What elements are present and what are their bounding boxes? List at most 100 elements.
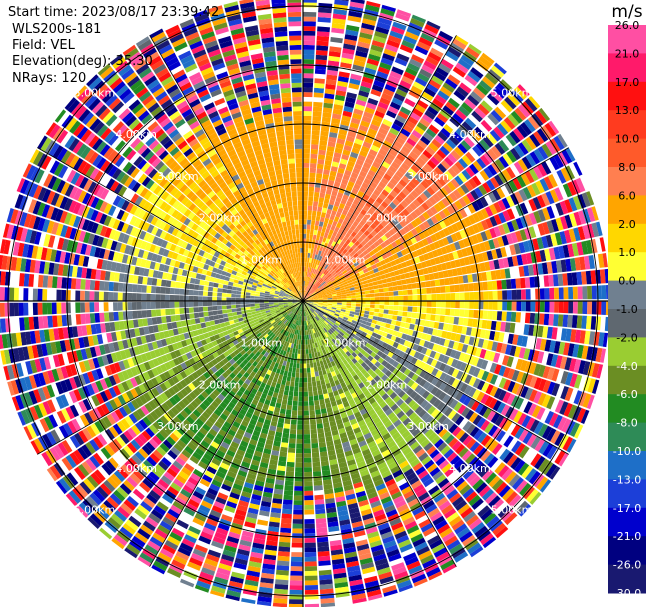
radar-gate [346,267,352,272]
radar-gate [294,481,303,487]
radar-gate [347,196,355,203]
radar-gate [315,259,319,265]
radar-gate [308,272,311,277]
radar-gate [440,58,454,70]
radar-gate [569,213,578,227]
radar-gate [323,284,329,289]
radar-gate [282,394,288,401]
radar-gate [303,172,309,178]
radar-gate [409,133,420,143]
radar-gate [340,289,346,293]
radar-gate [480,231,488,242]
radar-gate [377,266,384,272]
radar-gate [363,259,370,265]
radar-gate [458,275,464,284]
radar-gate [385,205,394,213]
radar-gate [336,256,342,262]
radar-gate [510,147,521,161]
radar-gate [306,286,309,292]
radar-gate [331,22,345,30]
radar-gate [491,249,498,260]
radar-gate [304,537,316,543]
radar-gate [372,316,378,321]
radar-gate [382,53,395,62]
radar-gate [303,68,314,74]
radar-gate [315,513,326,519]
radar-gate [336,292,342,296]
radar-gate [362,249,369,256]
radar-gate [363,161,372,170]
radar-gate [276,560,290,567]
radar-gate [392,265,399,271]
radar-gate [328,274,334,280]
radar-gate [470,130,482,142]
radar-gate [305,286,307,291]
radar-gate [337,302,342,305]
radar-gate [403,217,411,225]
radar-gate [470,91,483,103]
radar-gate [368,311,375,316]
radar-gate [367,208,375,216]
radar-gate [320,231,325,237]
radar-gate [536,237,544,250]
radar-gate [488,239,496,250]
radar-gate [375,261,382,268]
radar-gate [346,303,352,306]
radar-gate [330,235,336,241]
radar-gate [321,207,328,214]
radar-gate [289,580,303,586]
radar-gate [303,106,312,112]
radar-gate [462,275,469,284]
radar-gate [549,156,560,171]
radar-gate [383,216,392,224]
radar-gate [526,184,537,198]
radar-gate [334,287,340,291]
radar-gate [546,220,555,234]
radar-gate [340,213,346,220]
radar-gate [292,348,296,354]
radar-gate [437,163,447,173]
radar-gate [313,297,318,299]
radar-gate [312,386,318,392]
radar-gate [352,199,360,206]
radar-gate [325,83,336,90]
radar-gate [345,290,351,294]
radar-gate [346,92,357,99]
radar-gate [425,280,431,288]
radar-gate [386,318,392,324]
radar-gate [535,180,545,194]
radar-gate [355,295,361,298]
radar-gate [297,349,301,354]
radar-gate [443,254,450,262]
radar-gate [490,89,503,102]
radar-gate [371,119,382,127]
radar-gate [349,284,355,289]
radar-gate [354,289,361,293]
radar-gate [473,282,479,291]
radar-gate [494,142,506,155]
radar-gate [318,226,323,232]
radar-gate [375,26,390,35]
radar-gate [352,64,365,72]
radar-gate [374,297,380,301]
radar-gate [486,250,494,261]
radar-gate [311,443,319,449]
radar-gate [337,244,343,251]
radar-gate [447,46,462,58]
radar-gate [363,230,371,237]
radar-gate [286,461,295,468]
radar-gate [304,509,315,515]
radar-gate [304,481,313,487]
radar-gate [568,197,578,212]
radar-gate [423,60,437,71]
radar-gate [326,69,338,76]
radar-gate [479,242,487,252]
radar-gate [369,293,375,298]
radar-gate [287,452,295,458]
radar-gate [342,110,353,118]
radar-gate [303,158,310,164]
radar-gate [434,166,444,177]
radar-gate [517,142,529,155]
radar-gate [537,263,544,275]
radar-gate [415,77,428,87]
